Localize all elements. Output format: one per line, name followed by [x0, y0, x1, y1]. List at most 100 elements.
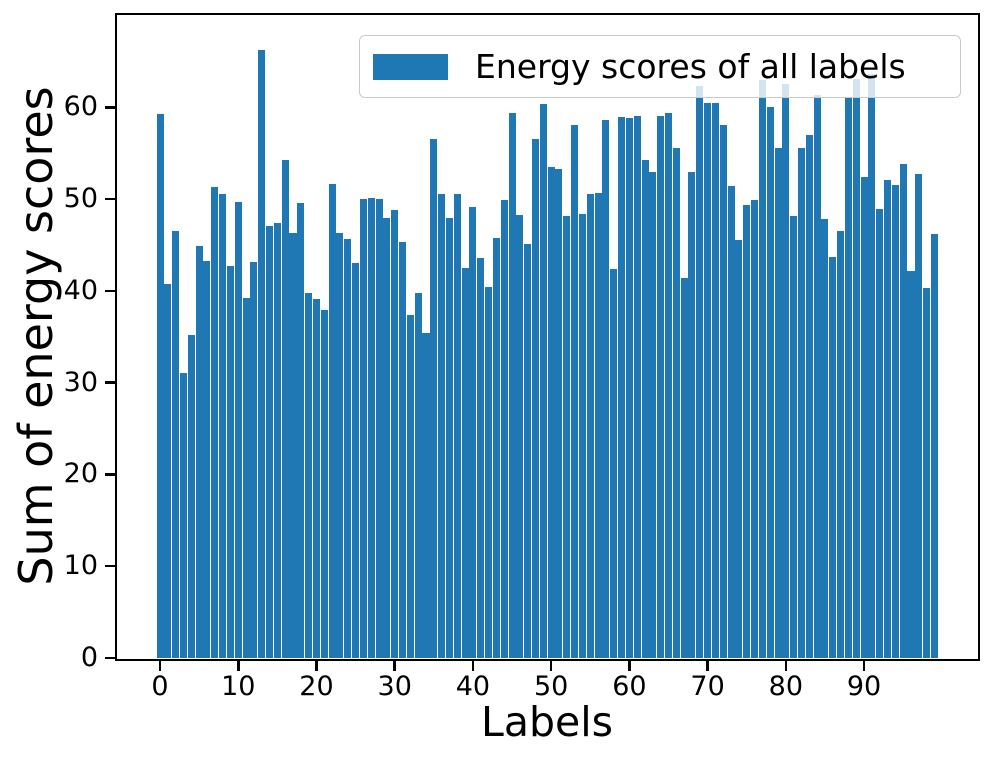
bar-52: [563, 215, 571, 658]
bar-7: [211, 187, 219, 658]
y-tick-20: [104, 473, 115, 476]
y-tick-0: [104, 656, 115, 660]
bar-62: [641, 159, 649, 658]
bar-89: [852, 78, 860, 658]
bar-56: [594, 192, 602, 658]
bar-48: [531, 139, 540, 658]
bar-37: [445, 218, 453, 658]
bar-50: [547, 166, 555, 658]
bar-78: [766, 107, 774, 658]
bar-99: [930, 233, 938, 658]
x-tick-80: [784, 660, 788, 671]
bar-94: [891, 185, 899, 658]
bar-88: [844, 98, 852, 658]
bar-66: [672, 147, 680, 658]
bar-30: [391, 210, 399, 658]
bar-43: [492, 237, 500, 658]
y-tick-50: [104, 197, 115, 201]
x-tick-label-30: 30: [377, 671, 412, 702]
bar-95: [899, 164, 907, 658]
y-tick-label-60: 60: [63, 91, 98, 123]
bar-97: [915, 174, 923, 658]
bar-44: [500, 200, 508, 658]
bar-55: [586, 194, 594, 658]
bar-69: [696, 86, 704, 658]
bar-71: [711, 102, 719, 658]
bar-13: [258, 50, 266, 658]
x-tick-label-80: 80: [768, 671, 803, 702]
bar-67: [680, 278, 688, 658]
bar-11: [242, 298, 250, 658]
bar-10: [234, 201, 242, 658]
y-tick-60: [104, 106, 115, 109]
x-tick-90: [862, 660, 866, 671]
bar-61: [633, 115, 641, 658]
bar-22: [328, 184, 336, 658]
bar-82: [797, 147, 805, 658]
bar-15: [273, 222, 281, 658]
x-tick-label-60: 60: [612, 671, 647, 702]
y-tick-30: [104, 381, 115, 384]
bar-75: [743, 204, 751, 658]
bar-27: [367, 198, 375, 658]
bar-26: [359, 199, 367, 658]
x-tick-label-70: 70: [690, 671, 725, 702]
bar-5: [195, 245, 203, 658]
bar-96: [907, 270, 915, 658]
bar-32: [406, 314, 414, 658]
bar-86: [829, 256, 837, 658]
bar-36: [438, 194, 446, 658]
x-tick-50: [549, 660, 553, 671]
x-tick-label-40: 40: [455, 671, 491, 702]
x-tick-70: [706, 660, 709, 671]
bar-83: [805, 134, 813, 658]
bar-63: [649, 171, 657, 658]
bar-34: [422, 333, 430, 658]
x-tick-30: [393, 660, 396, 671]
bar-84: [813, 95, 821, 658]
bar-14: [266, 225, 274, 658]
bar-39: [461, 267, 469, 658]
x-tick-label-20: 20: [299, 671, 334, 702]
bar-90: [860, 177, 868, 658]
bar-74: [735, 240, 743, 658]
bar-9: [226, 266, 234, 658]
x-tick-label-10: 10: [221, 671, 256, 702]
y-tick-10: [104, 564, 115, 568]
legend-color-swatch: [373, 53, 448, 80]
bar-54: [578, 213, 586, 658]
y-tick-label-20: 20: [63, 458, 98, 490]
x-tick-label-50: 50: [533, 671, 569, 702]
plot-spines-box: [114, 13, 980, 661]
y-tick-label-40: 40: [63, 274, 98, 306]
bar-68: [688, 172, 696, 658]
bar-57: [602, 120, 610, 658]
y-tick-40: [104, 289, 115, 293]
bar-51: [555, 168, 563, 658]
bar-21: [320, 310, 328, 658]
bar-19: [305, 292, 313, 658]
bar-1: [164, 283, 172, 658]
bar-85: [821, 219, 829, 658]
bar-0: [156, 113, 164, 658]
bar-91: [868, 74, 876, 658]
bar-42: [485, 287, 493, 658]
bar-3: [179, 372, 187, 658]
bar-73: [727, 186, 735, 658]
bar-20: [312, 299, 320, 658]
x-tick-10: [237, 660, 240, 671]
y-tick-label-10: 10: [63, 550, 98, 582]
bar-45: [508, 112, 516, 658]
y-tick-label-0: 0: [80, 642, 98, 673]
y-tick-label-50: 50: [63, 183, 98, 215]
bar-65: [664, 112, 672, 658]
bar-23: [336, 233, 344, 658]
bar-72: [719, 124, 727, 658]
bar-59: [618, 117, 626, 658]
bar-64: [657, 116, 665, 658]
bar-40: [469, 207, 477, 658]
x-axis-label: Labels: [481, 698, 613, 746]
bar-29: [383, 218, 391, 658]
bar-98: [923, 288, 931, 658]
